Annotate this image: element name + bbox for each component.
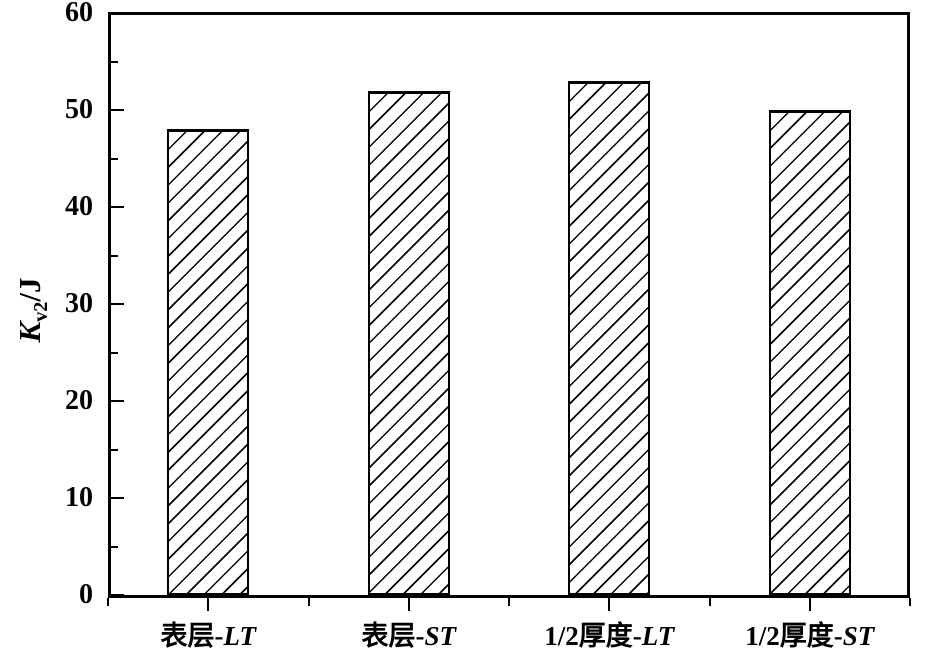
y-axis-title-unit: /J [12, 277, 47, 302]
y-tick-label: 10 [65, 482, 93, 513]
y-tick-label: 50 [65, 94, 93, 125]
x-category-prefix: 表层- [160, 621, 224, 651]
bar [167, 129, 250, 595]
y-major-tick [111, 594, 124, 596]
x-minor-tick [307, 598, 310, 606]
x-category-label: 表层-ST [361, 614, 456, 653]
x-category-label: 表层-LT [161, 614, 257, 653]
y-major-tick [111, 109, 124, 111]
bar [367, 91, 450, 595]
y-tick-label: 0 [79, 579, 93, 610]
y-minor-tick [111, 157, 118, 160]
y-minor-tick [111, 60, 118, 63]
x-category-prefix: 1/2厚度- [745, 621, 843, 651]
x-minor-tick [107, 598, 109, 606]
bar [768, 110, 851, 595]
x-category-prefix: 1/2厚度- [544, 621, 642, 651]
y-tick-label: 40 [65, 191, 93, 222]
x-category-suffix: ST [424, 621, 457, 651]
y-major-tick [111, 497, 124, 499]
y-minor-tick [111, 448, 118, 451]
y-axis-title: Kv2/J [12, 277, 52, 343]
x-category-label: 1/2厚度-LT [544, 614, 674, 653]
x-minor-tick [708, 598, 711, 606]
y-tick-label: 60 [65, 0, 93, 28]
x-major-tick [608, 598, 611, 611]
y-major-tick [111, 303, 124, 305]
y-tick-label: 20 [65, 385, 93, 416]
y-minor-tick [111, 545, 118, 548]
x-category-suffix: ST [842, 621, 875, 651]
x-category-prefix: 表层- [361, 621, 425, 651]
y-major-tick [111, 12, 124, 14]
y-minor-tick [111, 254, 118, 257]
x-minor-tick [508, 598, 510, 606]
x-major-tick [407, 598, 410, 611]
y-major-tick [111, 206, 124, 208]
y-tick-label: 30 [65, 288, 93, 319]
x-major-tick [207, 598, 210, 611]
x-major-tick [808, 598, 811, 611]
x-minor-tick [909, 598, 911, 606]
x-category-suffix: LT [641, 621, 675, 651]
bar [568, 81, 651, 595]
x-category-suffix: LT [223, 621, 257, 651]
y-minor-tick [111, 351, 118, 354]
x-category-label: 1/2厚度-ST [745, 614, 874, 653]
plot-area [108, 12, 910, 598]
y-major-tick [111, 400, 124, 402]
y-axis-title-subscript: v2 [29, 301, 52, 322]
y-axis-title-symbol: K [12, 321, 47, 343]
